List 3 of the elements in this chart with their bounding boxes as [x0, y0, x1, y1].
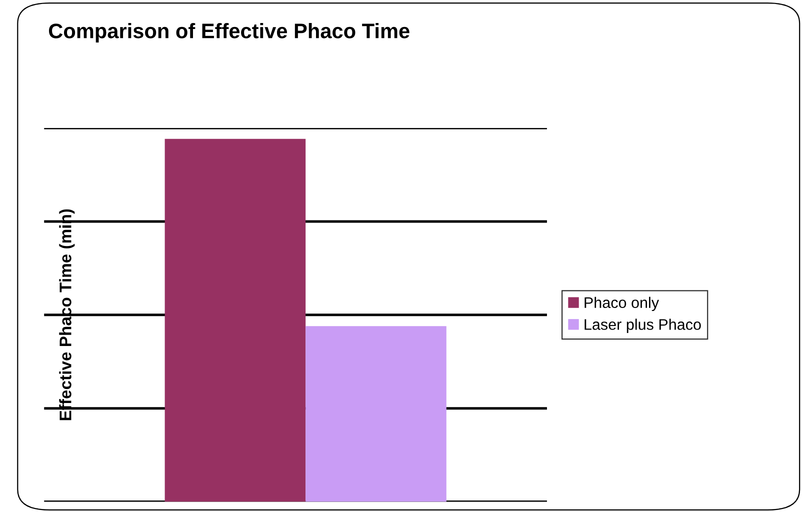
legend-label: Phaco only — [584, 296, 659, 312]
chart-title: Comparison of Effective Phaco Time — [48, 23, 410, 42]
legend-label: Laser plus Phaco — [584, 318, 701, 333]
